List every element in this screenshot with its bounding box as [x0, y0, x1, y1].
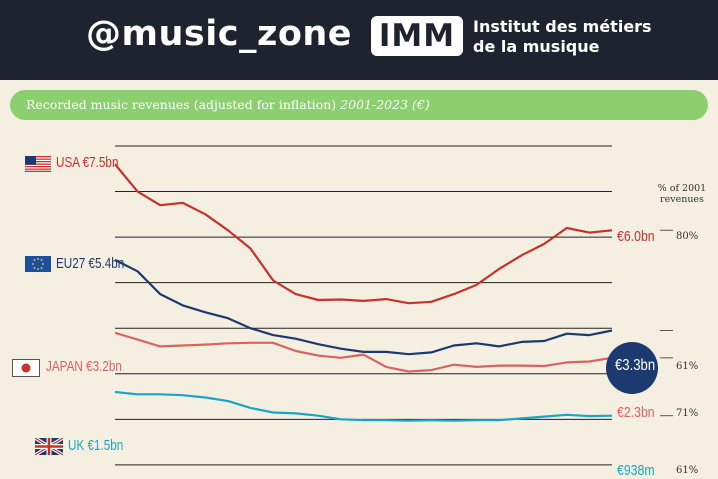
uk-pct-label: 61%: [676, 465, 699, 476]
org-name-line1: Institut des métiers: [473, 17, 652, 36]
usa-series-line: [114, 163, 613, 305]
japan-series-line: [114, 331, 613, 373]
usa-start-label: USA €7.5bn: [56, 154, 119, 171]
chart-title-bar: Recorded music revenues (adjusted for in…: [10, 90, 708, 120]
eu27-series-line: [114, 258, 613, 356]
account-handle: @music_zone: [86, 14, 353, 54]
series-lines: [114, 163, 673, 422]
japan-start-label: JAPAN €3.2bn: [46, 358, 122, 375]
chart-title-main: Recorded music revenues (adjusted for in…: [26, 97, 337, 112]
usa-end-label: €6.0bn: [617, 228, 655, 245]
uk-flag-icon: [35, 438, 63, 455]
eu27-start-label: EU27 €5.4bn: [56, 255, 125, 272]
usa-flag-icon: [25, 156, 51, 172]
eu-flag-icon: [25, 256, 51, 272]
pct-header: % of 2001 revenues: [657, 183, 707, 205]
usa-pct-label: 80%: [676, 231, 699, 242]
uk-start-label: UK €1.5bn: [68, 437, 124, 454]
japan-flag-icon: [12, 359, 40, 377]
header-banner: @music_zone IMM Institut des métiers de …: [0, 0, 718, 80]
eu27-end-label: €3.3bn: [615, 357, 656, 374]
org-name-line2: de la musique: [473, 37, 600, 56]
eu27-pct-label: 61%: [676, 361, 699, 372]
chart-title: Recorded music revenues (adjusted for in…: [26, 97, 430, 112]
uk-series-line: [114, 390, 613, 422]
logo-text: IMM: [378, 18, 456, 54]
imm-logo: IMM: [371, 16, 463, 56]
japan-pct-label: 71%: [676, 408, 699, 419]
highlight-bubble: [606, 342, 658, 394]
japan-end-label: €2.3bn: [617, 404, 655, 421]
chart-title-period: 2001-2023 (€): [340, 97, 430, 112]
uk-end-label: €938m: [617, 462, 655, 479]
gridlines: [115, 145, 612, 466]
